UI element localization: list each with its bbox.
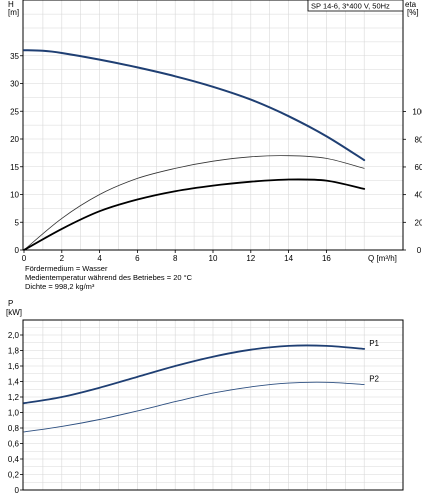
subtitle: SP 14-6, 3*400 V, 50Hz xyxy=(311,2,390,11)
right-axis-tick-label: 60 xyxy=(415,163,422,172)
y-axis-tick-label: 0,4 xyxy=(8,455,20,464)
y-axis-tick-label: 1,4 xyxy=(8,378,20,387)
y-axis-tick-label: 15 xyxy=(10,163,19,172)
x-axis-tick-label: 8 xyxy=(173,254,178,263)
right-axis-tick-label: 100 xyxy=(412,108,422,117)
y-axis-tick-label: 30 xyxy=(10,80,19,89)
series-eta_thin-curve xyxy=(23,155,365,251)
right-axis-tick-label: 0 xyxy=(417,246,422,255)
subtitle-box xyxy=(307,0,404,12)
y-axis-tick-label: 2,0 xyxy=(8,331,20,340)
x-axis-tick-label: 14 xyxy=(284,254,293,263)
y-axis-symbol: H xyxy=(8,0,14,9)
right-axis-unit: [%] xyxy=(407,8,419,17)
head-efficiency-chart: 0 5 10 15 20 25 30 35 H[m] 0 20 40 60 80 100 eta[%] 0 2 4 6… xyxy=(8,0,422,263)
x-axis-tick-label: 6 xyxy=(135,254,140,263)
info-line: Medientemperatur während des Betriebes =… xyxy=(25,273,193,282)
y-axis-tick-label: 10 xyxy=(10,191,19,200)
x-axis-tick-label: 16 xyxy=(322,254,331,263)
y-axis-symbol: P xyxy=(8,299,13,308)
right-axis-tick-label: 80 xyxy=(415,135,422,144)
y-axis-unit: [kW] xyxy=(6,308,22,317)
series-label: P1 xyxy=(369,339,379,348)
y-axis-tick-label: 0,6 xyxy=(8,440,20,449)
power-chart: 0 0,2 0,4 0,6 0,8 1,0 1,2 1,4 1,6 1,8 2,0 P[kW] P1 P2 xyxy=(6,299,404,495)
plot-border xyxy=(22,319,404,491)
series-label: P2 xyxy=(369,375,379,384)
info-line: Fördermedium = Wasser xyxy=(25,264,108,273)
series-P1-curve xyxy=(23,344,366,405)
x-axis-tick-label: 2 xyxy=(60,254,65,263)
y-axis-tick-label: 20 xyxy=(10,135,19,144)
x-axis-tick-label: 0 xyxy=(22,254,27,263)
right-axis-tick-label: 40 xyxy=(415,191,422,200)
right-axis-symbol: eta xyxy=(405,0,417,9)
y-axis-tick-label: 1,2 xyxy=(8,393,20,402)
x-axis-tick-label: 10 xyxy=(209,254,218,263)
x-axis-tick-label: 4 xyxy=(97,254,102,263)
x-axis-label: Q [m³/h] xyxy=(368,254,397,263)
y-axis-tick-label: 25 xyxy=(10,107,19,116)
series-P2-curve xyxy=(23,381,365,433)
y-axis-tick-label: 35 xyxy=(10,52,19,61)
y-axis-tick-label: 0,2 xyxy=(8,471,20,480)
right-axis-tick-label: 20 xyxy=(415,218,422,227)
y-axis-tick-label: 1,6 xyxy=(8,362,20,371)
y-axis-tick-label: 0,8 xyxy=(8,424,20,433)
y-axis-tick-label: 1,0 xyxy=(8,409,20,418)
y-axis-tick-label: 0 xyxy=(15,486,20,495)
info-line: Dichte = 998,2 kg/m³ xyxy=(25,282,95,291)
y-axis-unit: [m] xyxy=(8,8,19,17)
y-axis-tick-label: 1,8 xyxy=(8,347,20,356)
y-axis-tick-label: 5 xyxy=(15,218,20,227)
series-head-curve xyxy=(23,49,366,162)
series-eta_thick-curve xyxy=(23,178,366,251)
y-axis-tick-label: 0 xyxy=(15,246,20,255)
x-axis-tick-label: 12 xyxy=(246,254,255,263)
